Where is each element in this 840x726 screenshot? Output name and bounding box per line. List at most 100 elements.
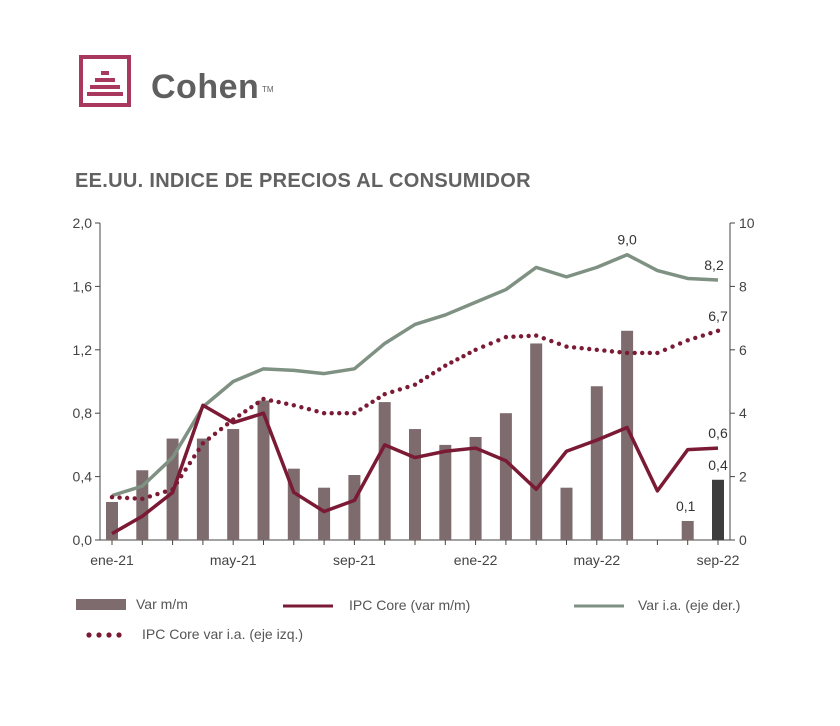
series-dot-ipc-core-ia [708, 330, 713, 336]
brand-trademark: TM [262, 85, 274, 94]
series-dot-ipc-core-ia [174, 480, 180, 485]
series-dot-ipc-core-ia [212, 431, 218, 437]
bar [439, 444, 452, 540]
bar [196, 438, 209, 540]
series-dot-ipc-core-ia [261, 396, 266, 402]
series-dot-ipc-core-ia [556, 341, 562, 347]
series-dot-ipc-core-ia [579, 346, 584, 351]
series-dot-ipc-core-ia [443, 363, 448, 368]
series-dot-ipc-core-ia [170, 487, 175, 492]
data-label: 0,1 [676, 498, 696, 514]
y-tick-label-left: 0,0 [73, 532, 93, 548]
series-dot-ipc-core-ia [291, 403, 296, 408]
y-tick-label-left: 0,8 [73, 405, 93, 421]
y-tick-label-right: 8 [739, 278, 747, 294]
bar [681, 520, 694, 540]
series-dot-ipc-core-ia [276, 399, 281, 405]
series-dot-ipc-core-ia [179, 473, 184, 479]
legend-label: Var i.a. (eje der.) [638, 597, 741, 613]
legend-line-swatch [574, 604, 624, 608]
x-tick-label: may-22 [573, 552, 620, 568]
bar [318, 487, 331, 540]
series-dot-ipc-core-ia [206, 436, 212, 441]
series-dot-ipc-core-ia [461, 353, 466, 359]
bar [106, 501, 118, 540]
data-label: 9,0 [617, 232, 637, 248]
data-label: 0,4 [708, 457, 728, 473]
y-tick-label-right: 6 [739, 342, 747, 358]
series-dot-ipc-core-ia [224, 422, 230, 427]
series-dot-ipc-core-ia [344, 411, 350, 416]
series-dot-ipc-core-ia [693, 335, 698, 341]
series-dot-ipc-core-ia [382, 391, 387, 397]
series-dot-ipc-core-ia [132, 496, 137, 501]
series-dot-ipc-core-ia [655, 350, 660, 356]
series-dot-ipc-core-ia [196, 447, 201, 453]
series-dot-ipc-core-ia [511, 334, 516, 339]
series-dot-ipc-core-ia [496, 338, 501, 343]
brand-logo: Cohen [79, 55, 299, 115]
x-tick-label: ene-21 [90, 552, 134, 568]
series-dot-ipc-core-ia [140, 496, 145, 501]
x-tick-label: sep-21 [333, 552, 376, 568]
bar [499, 413, 512, 540]
legend-label: IPC Core var i.a. (eje izq.) [142, 626, 304, 642]
bar [590, 386, 603, 540]
series-dot-ipc-core-ia [685, 338, 690, 343]
series-line-var-ia [111, 252, 719, 498]
bar [530, 343, 543, 540]
series-dot-ipc-core-ia [526, 333, 531, 339]
chart-title: EE.UU. INDICE DE PRECIOS AL CONSUMIDOR [75, 170, 531, 192]
bar [712, 479, 724, 540]
series-dot-ipc-core-ia [200, 441, 206, 446]
legend-bar-swatch [76, 599, 126, 610]
series-dot-ipc-core-ia [467, 350, 472, 356]
y-tick-label-right: 10 [739, 215, 755, 231]
series-dot-ipc-core-ia [640, 350, 645, 356]
series-dot-ipc-core-ia [183, 467, 188, 472]
series-dot-ipc-core-ia [231, 417, 236, 422]
series-dot-ipc-core-ia [405, 384, 410, 390]
series-dot-ipc-core-ia [594, 347, 599, 352]
legend-label: IPC Core (var m/m) [349, 597, 471, 613]
series-dot-ipc-core-ia [284, 401, 289, 406]
bar [560, 487, 573, 540]
series-dot-ipc-core-ia [609, 349, 615, 354]
line-series [109, 252, 721, 536]
series-dot-ipc-core-ia [155, 491, 160, 497]
series-dot-ipc-core-ia [449, 360, 454, 365]
series-dot-ipc-core-ia [109, 495, 115, 500]
series-dot-ipc-core-ia [237, 413, 242, 418]
series-dot-ipc-core-ia [677, 341, 683, 346]
series-dot-ipc-core-ia [480, 344, 486, 349]
series-dot-ipc-core-ia [670, 344, 675, 349]
series-dot-ipc-core-ia [364, 403, 369, 408]
series-dot-ipc-core-ia [117, 495, 122, 500]
series-dot-ipc-core-ia [306, 407, 312, 412]
x-tick-label: ene-22 [454, 552, 498, 568]
data-label: 8,2 [704, 257, 724, 273]
series-dot-ipc-core-ia [314, 409, 319, 414]
data-label: 6,7 [708, 308, 728, 324]
series-dot-ipc-core-ia [549, 338, 554, 344]
series-dot-ipc-core-ia [192, 454, 197, 459]
series-dot-ipc-core-ia [299, 405, 304, 410]
bar [227, 429, 240, 540]
series-dot-ipc-core-ia [352, 411, 357, 416]
series-dot-ipc-core-ia [162, 489, 168, 494]
series-dot-ipc-core-ia [624, 350, 630, 356]
series-dot-ipc-core-ia [337, 411, 342, 416]
bar [469, 436, 482, 540]
x-tick-label: sep-22 [697, 552, 740, 568]
series-dot-ipc-core-ia [455, 357, 460, 362]
y-tick-label-left: 0,4 [73, 469, 93, 485]
series-dot-ipc-core-ia [218, 426, 224, 432]
series-dot-ipc-core-ia [488, 341, 493, 346]
series-dot-ipc-core-ia [412, 382, 418, 387]
bar [409, 429, 421, 540]
series-dot-ipc-core-ia [518, 334, 524, 339]
bar [257, 400, 270, 540]
legend-label: Var m/m [136, 596, 188, 612]
y-tick-label-left: 2,0 [73, 215, 93, 231]
series-dot-ipc-core-ia [390, 389, 395, 395]
